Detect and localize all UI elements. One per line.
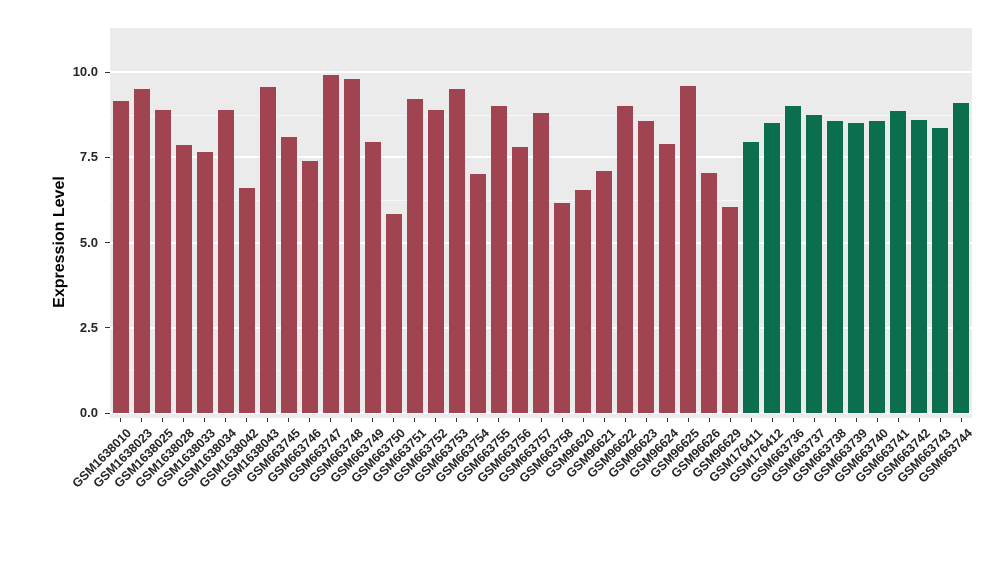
bar-GSM663747 — [322, 75, 339, 413]
y-tick-mark — [105, 412, 110, 414]
bar-GSM176411 — [743, 141, 760, 413]
x-tick-mark — [687, 418, 689, 422]
x-tick-mark — [561, 418, 563, 422]
x-tick-mark — [603, 418, 605, 422]
bar-GSM663754 — [469, 174, 486, 413]
bar-GSM1638033 — [196, 152, 213, 413]
x-tick-mark — [225, 418, 227, 422]
bar-GSM663739 — [848, 123, 865, 413]
x-tick-mark — [162, 418, 164, 422]
x-tick-mark — [393, 418, 395, 422]
x-tick-mark — [939, 418, 941, 422]
bar-GSM96623 — [638, 121, 655, 413]
x-tick-mark — [141, 418, 143, 422]
x-tick-mark — [351, 418, 353, 422]
y-tick-label: 2.5 — [79, 319, 98, 335]
bar-GSM1638023 — [133, 89, 150, 413]
bar-GSM663743 — [932, 128, 949, 413]
bar-GSM96621 — [596, 170, 613, 413]
bar-GSM663752 — [427, 109, 444, 413]
y-tick-label: 10.0 — [72, 64, 98, 79]
bar-GSM663736 — [785, 106, 802, 413]
x-tick-mark — [477, 418, 479, 422]
bar-GSM96626 — [701, 172, 718, 413]
x-tick-mark — [498, 418, 500, 422]
x-tick-mark — [267, 418, 269, 422]
x-tick-mark — [288, 418, 290, 422]
x-tick-mark — [897, 418, 899, 422]
bar-GSM663744 — [953, 102, 970, 413]
bar-GSM663750 — [385, 213, 402, 413]
x-tick-mark — [834, 418, 836, 422]
bar-GSM1638028 — [175, 145, 192, 413]
x-tick-mark — [729, 418, 731, 422]
bar-GSM96620 — [575, 189, 592, 413]
bar-GSM663751 — [406, 99, 423, 413]
bar-GSM1638010 — [112, 100, 129, 413]
bar-GSM663737 — [806, 114, 823, 413]
x-tick-mark — [120, 418, 121, 422]
bar-GSM663756 — [511, 147, 528, 413]
x-tick-mark — [645, 418, 647, 422]
bar-GSM663742 — [911, 119, 928, 413]
y-tick-mark — [105, 156, 110, 158]
bar-GSM663758 — [554, 203, 571, 413]
bar-GSM663746 — [301, 160, 318, 413]
bar-GSM1638034 — [217, 109, 234, 413]
plot-panel — [110, 28, 972, 418]
x-tick-mark — [330, 418, 332, 422]
bar-GSM96625 — [680, 85, 697, 413]
x-tick-mark — [792, 418, 794, 422]
x-tick-mark — [918, 418, 920, 422]
x-tick-mark — [666, 418, 668, 422]
y-tick-mark — [105, 327, 110, 329]
bar-GSM96629 — [722, 206, 739, 413]
x-tick-mark — [519, 418, 521, 422]
x-tick-mark — [960, 418, 962, 422]
bar-GSM663745 — [280, 136, 297, 413]
x-tick-mark — [582, 418, 584, 422]
y-tick-label: 7.5 — [79, 149, 98, 165]
y-tick-label: 0.0 — [79, 405, 98, 420]
bar-GSM176412 — [764, 123, 781, 413]
y-tick-mark — [105, 71, 110, 73]
bar-GSM663748 — [343, 78, 360, 413]
gridline-major — [110, 71, 972, 73]
x-tick-mark — [771, 418, 773, 422]
bar-GSM663740 — [869, 121, 886, 413]
bar-GSM1638043 — [259, 87, 276, 413]
x-tick-mark — [624, 418, 626, 422]
bar-GSM96622 — [617, 106, 634, 413]
x-tick-mark — [750, 418, 752, 422]
x-tick-mark — [309, 418, 311, 422]
x-tick-mark — [855, 418, 857, 422]
bar-GSM663741 — [890, 111, 907, 413]
x-tick-mark — [414, 418, 416, 422]
bar-GSM1638025 — [154, 109, 171, 413]
bar-GSM663738 — [827, 121, 844, 413]
x-tick-mark — [183, 418, 185, 422]
bar-GSM663755 — [490, 106, 507, 413]
y-tick-label: 5.0 — [79, 234, 98, 250]
x-tick-mark — [435, 418, 437, 422]
bar-GSM1638042 — [238, 187, 255, 413]
bar-GSM663749 — [364, 141, 381, 413]
bar-GSM663757 — [533, 112, 549, 413]
x-tick-mark — [372, 418, 374, 422]
x-tick-mark — [540, 418, 542, 422]
x-tick-mark — [456, 418, 458, 422]
bar-GSM663753 — [448, 89, 465, 413]
x-tick-mark — [246, 418, 248, 422]
x-tick-mark — [876, 418, 878, 422]
x-tick-mark — [813, 418, 815, 422]
y-tick-mark — [105, 242, 110, 243]
bar-GSM96624 — [659, 143, 676, 413]
gridline-major — [110, 412, 972, 414]
x-tick-mark — [204, 418, 206, 422]
x-tick-mark — [708, 418, 710, 422]
